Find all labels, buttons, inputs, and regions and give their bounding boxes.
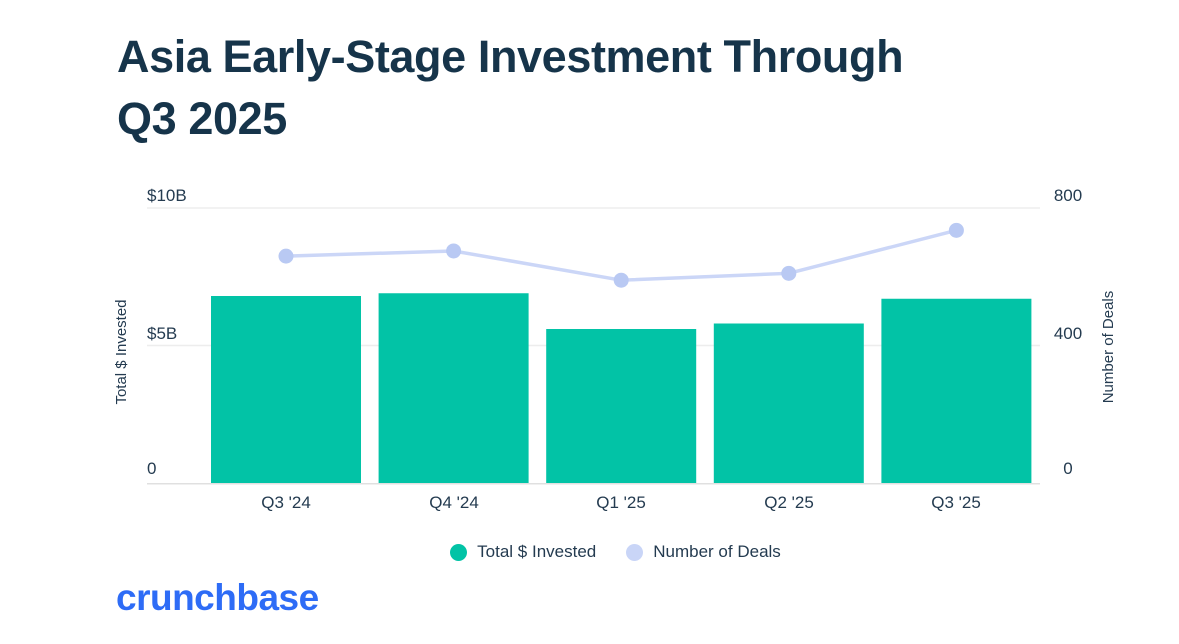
deals-point-4 [948,222,964,238]
chart-title-line2: Q3 2025 [117,93,287,144]
x-label-q4-24: Q4 '24 [429,493,479,512]
x-label-q3-25: Q3 '25 [931,493,981,512]
invested-bar-2 [546,329,697,483]
right-axis-title: Number of Deals [1100,290,1117,404]
invested-bar-4 [881,298,1032,483]
legend-label-total-invested: Total $ Invested [477,542,597,561]
chart-title: Asia Early-Stage Investment Through Q3 2… [117,26,1097,150]
left-axis-title: Total $ Invested [113,299,130,405]
deals-point-0 [278,248,294,264]
deals-point-3 [781,265,797,281]
right-axis-tick-0: 0 [1063,459,1073,478]
right-axis-tick-800: 800 [1053,186,1083,205]
total-invested-swatch-icon [450,543,468,561]
legend-item-total-invested: Total $ Invested [450,541,596,563]
chart-legend: Total $ Invested Number of Deals [26,541,1179,563]
deals-point-2 [613,272,629,288]
deals-point-1 [446,243,462,259]
chart-title-line1: Asia Early-Stage Investment Through [117,31,904,82]
legend-item-number-of-deals: Number of Deals [626,541,781,563]
legend-label-number-of-deals: Number of Deals [653,542,781,561]
x-label-q3-24: Q3 '24 [261,493,311,512]
right-axis-tick-400: 400 [1053,324,1083,343]
left-axis-tick-0: 0 [147,459,157,478]
x-label-q2-25: Q2 '25 [764,493,814,512]
invested-bar-0 [211,296,361,483]
invested-bar-3 [713,323,864,483]
left-axis-tick-10b: $10B [147,186,187,205]
x-label-q1-25: Q1 '25 [596,493,646,512]
crunchbase-logo: crunchbase [116,577,319,618]
invested-bar-1 [378,293,529,483]
number-of-deals-swatch-icon [626,543,644,561]
left-axis-tick-5b: $5B [147,324,178,343]
